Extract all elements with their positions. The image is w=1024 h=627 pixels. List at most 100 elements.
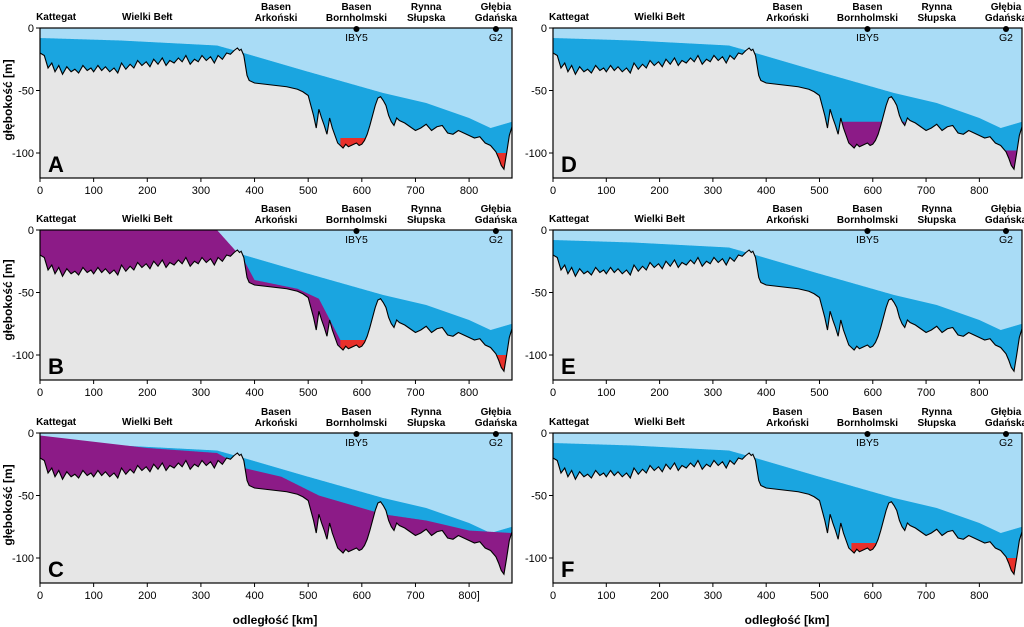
region-label: Słupska	[407, 418, 446, 429]
x-tick-label: 500	[299, 590, 317, 602]
x-tick-label: 100	[597, 185, 615, 197]
region-label: Bornholmski	[837, 418, 898, 429]
region-label: Rynna	[921, 407, 952, 418]
region-label: Słupska	[918, 215, 957, 226]
station-label: IBY5	[345, 437, 368, 449]
y-tick-label: -50	[18, 288, 34, 300]
panel-letter: E	[561, 354, 576, 379]
panel-plot-area	[40, 230, 512, 380]
region-label: Basen	[852, 407, 882, 418]
panel-letter: D	[561, 152, 577, 177]
region-label: Bornholmski	[837, 13, 898, 24]
region-label: Słupska	[918, 13, 957, 24]
region-label: Wielki Bełt	[122, 12, 173, 23]
x-tick-label: 300	[704, 387, 722, 399]
panel-letter: A	[48, 152, 64, 177]
region-label: Gdańska	[475, 418, 518, 429]
x-tick-label: 400	[757, 387, 775, 399]
x-tick-label: 600	[864, 387, 882, 399]
region-label: Rynna	[411, 2, 442, 13]
panel-plot-area	[553, 433, 1022, 583]
panel-frame	[552, 432, 1023, 584]
seabed-area	[40, 453, 512, 583]
x-tick-label: 500	[810, 387, 828, 399]
chart-panel-b: 0 100 200 300 400 500 600 700 800 0 -50 -100 Kattega…	[12, 204, 517, 399]
x-tick-label: 300	[704, 590, 722, 602]
station-marker	[492, 431, 499, 437]
x-tick-label: 600	[353, 387, 371, 399]
x-tick-label: 200	[138, 185, 156, 197]
region-label: Arkoński	[255, 418, 298, 429]
seabed-area	[40, 48, 512, 178]
x-tick-label: 700	[917, 387, 935, 399]
region-label: Wielki Bełt	[634, 12, 685, 23]
region-label: Gdańska	[985, 418, 1024, 429]
x-tick-label: 800	[970, 387, 988, 399]
region-label: Arkoński	[766, 13, 809, 24]
region-label: Arkoński	[255, 215, 298, 226]
x-tick-label: 100	[84, 590, 102, 602]
region-label: Głębia	[991, 407, 1022, 418]
region-label: Gdańska	[985, 215, 1024, 226]
region-label: Kattegat	[36, 214, 77, 225]
region-label: Basen	[341, 2, 371, 13]
station-marker	[864, 228, 871, 234]
x-tick-label: 200	[138, 590, 156, 602]
x-tick-label: 0	[37, 590, 43, 602]
x-tick-label: 600	[864, 185, 882, 197]
panel-frame	[39, 229, 513, 381]
x-tick-label: 800	[970, 185, 988, 197]
x-tick-label: 400	[245, 185, 263, 197]
region-label: Basen	[341, 407, 371, 418]
seabed-profile-line	[553, 249, 1022, 373]
seabed-profile-line	[40, 452, 512, 576]
seabed-profile-line	[553, 47, 1022, 171]
x-tick-label: 0	[550, 387, 556, 399]
y-tick-label: 0	[28, 428, 34, 440]
chart-panel-c: 0 100 200 300 400 500 600 700 800] 0 -50 -100 Katteg…	[12, 407, 517, 602]
panel-plot-area	[553, 28, 1022, 178]
x-tick-label: 500	[299, 387, 317, 399]
y-axis-title-row1: głębokość [m]	[1, 59, 15, 140]
region-label: Wielki Bełt	[122, 417, 173, 428]
x-tick-label: 200	[138, 387, 156, 399]
seabed-area	[553, 48, 1022, 178]
region-label: Wielki Bełt	[122, 214, 173, 225]
x-tick-label: 0	[37, 185, 43, 197]
x-axis-title-left: odległość [km]	[233, 613, 318, 627]
panel-letter: C	[48, 557, 64, 582]
region-label: Słupska	[407, 215, 446, 226]
seabed-area	[40, 250, 512, 380]
region-label: Kattegat	[549, 12, 590, 23]
station-marker	[492, 228, 499, 234]
region-label: Bornholmski	[326, 418, 387, 429]
region-label: Kattegat	[549, 417, 590, 428]
x-tick-label: 300	[192, 387, 210, 399]
y-tick-label: 0	[541, 23, 547, 35]
x-tick-label: 500	[299, 185, 317, 197]
x-tick-label: 700	[917, 185, 935, 197]
seabed-profile-line	[40, 249, 512, 373]
y-tick-label: -50	[531, 288, 547, 300]
x-tick-label: 700	[406, 387, 424, 399]
y-tick-label: -50	[18, 491, 34, 503]
x-tick-label: 300	[704, 185, 722, 197]
region-label: Wielki Bełt	[634, 417, 685, 428]
x-tick-label: 600	[353, 185, 371, 197]
region-label: Basen	[261, 204, 291, 215]
panel-frame	[552, 27, 1023, 179]
x-tick-label: 500	[810, 590, 828, 602]
x-tick-label: 0	[550, 185, 556, 197]
region-label: Głębia	[991, 204, 1022, 215]
region-label: Basen	[341, 204, 371, 215]
panel-frame	[39, 27, 513, 179]
x-tick-label: 400	[245, 387, 263, 399]
y-tick-label: -50	[531, 491, 547, 503]
region-label: Basen	[852, 2, 882, 13]
station-marker	[353, 228, 360, 234]
station-label: G2	[999, 32, 1013, 44]
station-marker	[353, 431, 360, 437]
x-tick-label: 300	[192, 185, 210, 197]
region-label: Rynna	[411, 407, 442, 418]
